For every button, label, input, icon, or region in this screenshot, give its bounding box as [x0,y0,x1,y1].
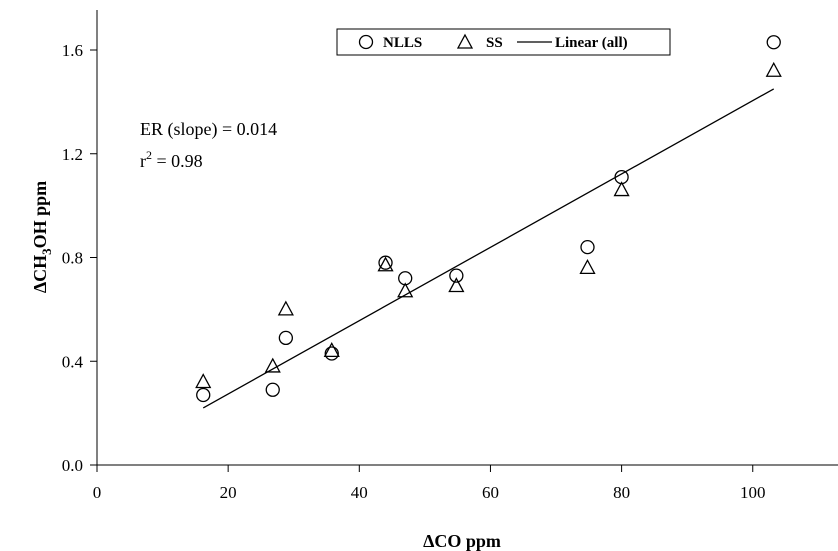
ticks: 0 20 40 60 80 100 0.0 0.4 0.8 1.2 1.6 [62,41,766,502]
legend-ss-label: SS [486,35,503,51]
nlls-point [449,268,464,283]
x-tick-label: 100 [740,483,766,502]
legend-linear-label: Linear (all) [555,35,628,51]
x-tick-label: 40 [351,483,368,502]
y-tick-label: 0.4 [62,352,84,371]
y-tick-label: 1.6 [62,41,83,60]
r2-annotation: r2 = 0.98 [140,148,203,171]
legend: NLLS SS Linear (all) [336,28,671,56]
x-tick-label: 0 [93,483,102,502]
y-axis-title-part1: CH [30,255,50,282]
nlls-point [278,330,294,346]
x-axis-title-prefix: Δ [423,531,434,551]
ss-point [765,61,782,77]
y-axis-title-part2: OH ppm [30,181,50,249]
linear-fit-line [202,88,775,409]
nlls-point [580,239,595,255]
ss-point [397,282,414,298]
nlls-point [196,387,211,403]
ss-point [323,342,340,358]
ss-point [448,277,465,293]
legend-ss-marker [456,33,474,49]
nlls-point [265,382,280,397]
ss-point [277,300,294,316]
y-tick-label: 0.0 [62,456,83,475]
nlls-point [378,255,393,270]
x-axis-title-main: CO ppm [434,531,501,551]
r2-prefix: r [140,151,146,171]
y-tick-label: 0.8 [62,249,83,268]
ss-point [195,373,212,389]
axes [96,10,838,466]
y-axis-title: ΔCH3OH ppm [30,181,54,293]
slope-annotation: ER (slope) = 0.014 [140,119,277,140]
legend-nlls-marker [358,34,374,50]
x-axis-title: ΔCO ppm [423,531,501,551]
y-axis-title-prefix: Δ [30,282,50,293]
x-tick-label: 60 [482,483,499,502]
x-tick-label: 80 [613,483,630,502]
r2-suffix: = 0.98 [152,151,203,171]
nlls-point [766,35,781,50]
ss-point [377,256,394,272]
ss-point [579,259,596,275]
legend-nlls-label: NLLS [383,35,422,51]
x-tick-label: 20 [220,483,237,502]
ss-point [613,181,630,197]
y-axis-title-sub: 3 [39,248,54,255]
marks [195,35,782,409]
ss-point [264,357,281,373]
legend-box [336,28,671,56]
r2-superscript: 2 [146,148,152,162]
y-tick-label: 1.2 [62,145,83,164]
nlls-point [324,346,339,361]
